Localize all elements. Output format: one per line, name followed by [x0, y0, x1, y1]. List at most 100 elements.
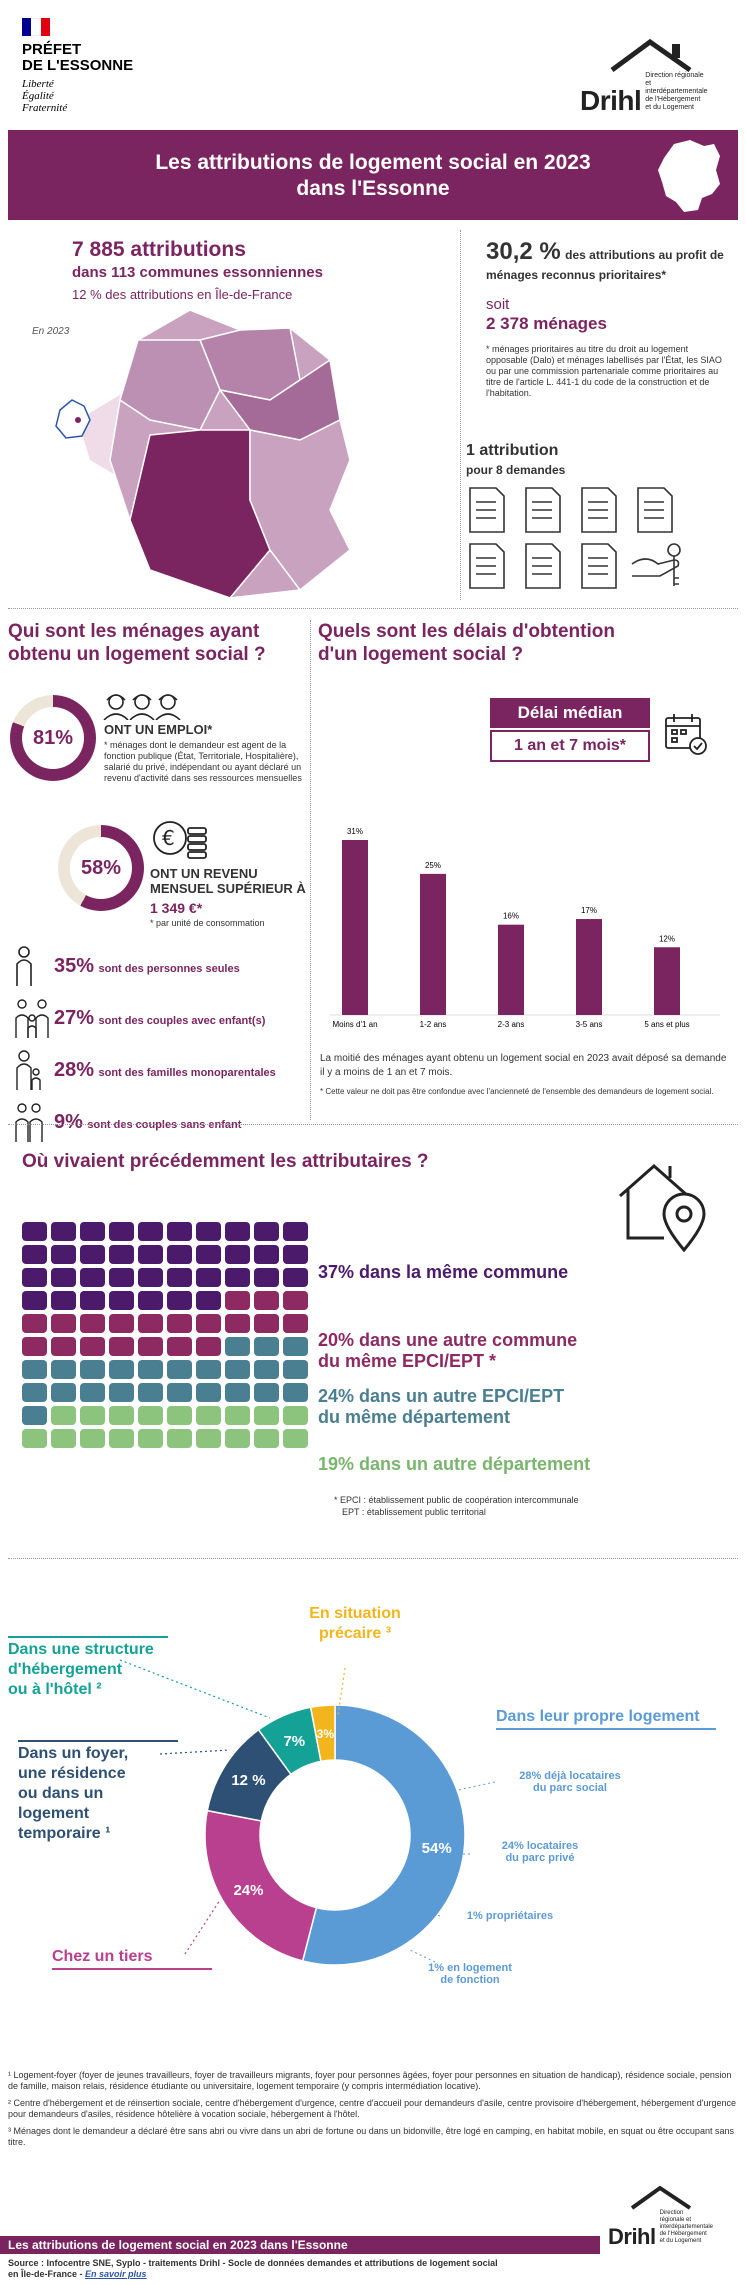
priority-households: 2 378 ménages	[486, 314, 607, 333]
waffle-cell	[196, 1383, 221, 1402]
label-foyer: Dans un foyer, une résidence ou dans un …	[18, 1740, 178, 1844]
key-hand-icon	[631, 543, 681, 586]
waffle-cell	[225, 1291, 250, 1310]
footnote-3: ³ Ménages dont le demandeur a déclaré êt…	[8, 2126, 734, 2147]
waffle-cell	[51, 1245, 76, 1264]
origins-note: * EPCI : établissement public de coopéra…	[334, 1495, 579, 1517]
workers-icon	[103, 694, 181, 720]
waffle-cell	[167, 1383, 192, 1402]
waffle-cell	[254, 1337, 279, 1356]
income-pct: 58%	[70, 837, 132, 899]
waffle-cell	[51, 1314, 76, 1333]
waffle-cell	[138, 1406, 163, 1425]
document-icon	[469, 487, 505, 533]
essonne-outline-icon	[658, 140, 720, 212]
category-label: 5 ans et plus	[644, 1020, 689, 1029]
waffle-cell	[225, 1337, 250, 1356]
waffle-cell	[109, 1337, 134, 1356]
waffle-cell	[167, 1406, 192, 1425]
waffle-cell	[167, 1268, 192, 1287]
waffle-cell	[138, 1291, 163, 1310]
bar-value-label: 25%	[425, 861, 441, 870]
waffle-cell	[22, 1268, 47, 1287]
waffle-cell	[225, 1406, 250, 1425]
waffle-cell	[80, 1337, 105, 1356]
waffle-cell	[109, 1429, 134, 1448]
priority-note: * ménages prioritaires au titre du droit…	[486, 344, 722, 398]
category-label: 1-2 ans	[420, 1020, 447, 1029]
waffle-cell	[225, 1314, 250, 1333]
house-location-icon	[619, 1163, 706, 1252]
soit-label: soit	[486, 296, 510, 313]
slice-label: 54%	[422, 1840, 452, 1857]
waffle-cell	[51, 1291, 76, 1310]
waffle-cell	[138, 1383, 163, 1402]
house-roof-icon	[630, 2185, 692, 2210]
waffle-cell	[80, 1383, 105, 1402]
document-icon	[525, 487, 561, 533]
waffle-cell	[22, 1406, 47, 1425]
idf-share: 12 % des attributions en Île-de-France	[72, 287, 293, 302]
origin-other-department: 19% dans un autre département	[318, 1454, 591, 1474]
label-propre: Dans leur propre logement	[496, 1708, 716, 1730]
priority-pct: 30,2 %	[486, 238, 561, 265]
bar	[420, 873, 446, 1015]
waffle-cell	[254, 1291, 279, 1310]
footnote-1: ¹ Logement-foyer (foyer de jeunes travai…	[8, 2070, 732, 2091]
waffle-cell	[80, 1429, 105, 1448]
waffle-cell	[138, 1429, 163, 1448]
drihl-word: Drihl	[608, 2224, 656, 2249]
waffle-cell	[283, 1429, 308, 1448]
employment-pct: 81%	[22, 707, 84, 769]
bar	[654, 947, 680, 1015]
origin-same-department: 24% dans un autre EPCI/EPT du même dépar…	[318, 1386, 565, 1427]
waffle-cell	[167, 1291, 192, 1310]
origins-waffle	[22, 1222, 308, 1448]
more-info-link[interactable]: En savoir plus	[85, 2269, 147, 2279]
waffle-cell	[167, 1337, 192, 1356]
waffle-cell	[22, 1360, 47, 1379]
ratio-title: 1 attribution	[466, 442, 559, 459]
waffle-cell	[109, 1268, 134, 1287]
waffle-cell	[254, 1406, 279, 1425]
euro-coins-icon: €	[153, 821, 207, 859]
title-banner: Les attributions de logement social en 2…	[8, 130, 738, 220]
waffle-cell	[167, 1222, 192, 1241]
footer-source: Source : Infocentre SNE, Syplo - traitem…	[8, 2258, 498, 2279]
waffle-cell	[109, 1383, 134, 1402]
waffle-cell	[138, 1314, 163, 1333]
detail-social: 28% déjà locataires du parc social	[519, 1770, 621, 1794]
delay-bar-chart: 31% Moins d'1 an 25% 1-2 ans 16% 2-3 ans 17% 3-…	[330, 827, 720, 1029]
bar-value-label: 12%	[659, 934, 675, 943]
svg-text:€: €	[162, 826, 175, 850]
waffle-cell	[254, 1360, 279, 1379]
waffle-cell	[283, 1337, 308, 1356]
composition-single-parent: 28% sont des familles monoparentales	[14, 1048, 276, 1092]
waffle-cell	[138, 1222, 163, 1241]
detail-private: 24% locataires du parc privé	[501, 1840, 579, 1864]
employment-donut: 81%	[10, 695, 96, 781]
document-icon	[581, 487, 617, 533]
waffle-cell	[225, 1429, 250, 1448]
section-divider	[460, 230, 461, 600]
prefet-logo: PRÉFET DE L'ESSONNE Liberté Égalité Frat…	[22, 18, 172, 114]
category-label: Moins d'1 an	[332, 1020, 377, 1029]
waffle-cell	[167, 1314, 192, 1333]
section-divider	[8, 1558, 738, 1559]
waffle-cell	[80, 1406, 105, 1425]
waffle-cell	[51, 1268, 76, 1287]
waffle-cell	[51, 1337, 76, 1356]
composition-single: 35% sont des personnes seules	[14, 944, 240, 988]
footer-bar: Les attributions de logement social en 2…	[0, 2236, 600, 2254]
waffle-cell	[283, 1291, 308, 1310]
label-precaire: En situation précaire ³	[309, 1605, 401, 1642]
couple-icon	[15, 1103, 43, 1142]
document-icon	[637, 487, 673, 533]
footnotes: ¹ Logement-foyer (foyer de jeunes travai…	[8, 2070, 738, 2148]
slice-label: 12 %	[231, 1772, 265, 1789]
waffle-cell	[167, 1360, 192, 1379]
waffle-cell	[51, 1429, 76, 1448]
waffle-cell	[283, 1245, 308, 1264]
priority-text: des attributions au profit de ménages re…	[486, 248, 724, 282]
bar	[498, 924, 524, 1015]
